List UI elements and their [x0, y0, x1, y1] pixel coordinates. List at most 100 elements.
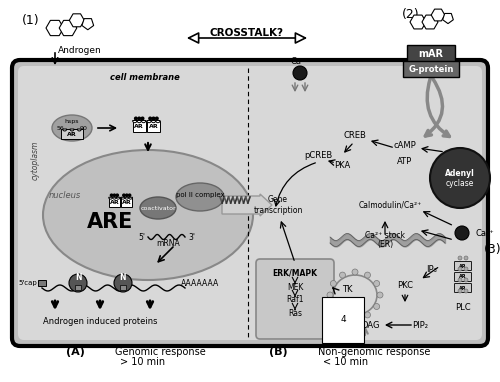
Circle shape	[123, 194, 125, 196]
Text: (3): (3)	[484, 243, 500, 256]
Wedge shape	[125, 197, 128, 199]
Circle shape	[330, 280, 336, 286]
FancyBboxPatch shape	[454, 283, 471, 293]
Circle shape	[293, 66, 307, 80]
Text: G-protein: G-protein	[408, 65, 454, 73]
Bar	[61, 129, 83, 139]
Circle shape	[464, 267, 468, 271]
Text: (2): (2)	[402, 8, 419, 21]
Bar	[132, 120, 146, 131]
Circle shape	[464, 289, 468, 293]
Text: Ras: Ras	[288, 309, 302, 317]
Polygon shape	[59, 20, 77, 36]
Text: cytoplasm: cytoplasm	[30, 140, 40, 180]
Text: ERK/MAPK: ERK/MAPK	[272, 269, 318, 277]
Text: Ca²⁺: Ca²⁺	[290, 58, 310, 66]
Text: Androgen: Androgen	[58, 46, 102, 55]
Bar	[75, 285, 81, 290]
Text: mAR: mAR	[418, 49, 444, 59]
Polygon shape	[46, 20, 64, 36]
Text: AR: AR	[67, 133, 77, 138]
Wedge shape	[121, 197, 125, 199]
FancyBboxPatch shape	[454, 272, 471, 282]
Text: N: N	[75, 274, 81, 283]
Text: 5'cap: 5'cap	[18, 280, 37, 286]
Text: > 10 min: > 10 min	[120, 357, 165, 367]
Text: < 10 min: < 10 min	[323, 357, 368, 367]
Bar	[38, 280, 46, 286]
Circle shape	[374, 304, 380, 309]
Text: PKC: PKC	[397, 280, 413, 290]
Circle shape	[364, 272, 370, 278]
Text: AR: AR	[148, 125, 158, 129]
Wedge shape	[152, 120, 156, 123]
FancyBboxPatch shape	[18, 66, 482, 340]
Text: pCREB: pCREB	[304, 151, 332, 160]
Text: DAG: DAG	[361, 320, 380, 330]
Wedge shape	[142, 120, 146, 123]
Circle shape	[352, 315, 358, 321]
Text: TK: TK	[342, 285, 352, 293]
Circle shape	[340, 272, 345, 278]
Circle shape	[114, 194, 116, 196]
Circle shape	[128, 194, 130, 196]
Text: pol II complex: pol II complex	[176, 192, 224, 198]
Text: Calmodulin/Ca²⁺: Calmodulin/Ca²⁺	[358, 201, 422, 209]
Text: cAMP: cAMP	[394, 141, 416, 149]
Text: Non-genomic response: Non-genomic response	[318, 347, 430, 357]
Text: CROSSTALK?: CROSSTALK?	[210, 28, 284, 38]
Text: (A): (A)	[66, 347, 84, 357]
Wedge shape	[78, 129, 82, 131]
Circle shape	[126, 194, 128, 196]
Text: AR: AR	[134, 125, 144, 129]
Circle shape	[327, 292, 333, 298]
Wedge shape	[128, 197, 132, 199]
Text: (ER): (ER)	[377, 241, 393, 249]
Ellipse shape	[43, 150, 253, 280]
FancyBboxPatch shape	[403, 61, 459, 77]
Text: cell membrane: cell membrane	[110, 73, 180, 83]
Polygon shape	[82, 19, 94, 30]
Text: 90: 90	[80, 126, 88, 131]
Circle shape	[458, 267, 462, 271]
Wedge shape	[156, 120, 160, 123]
Circle shape	[134, 117, 137, 120]
Text: Ca²⁺: Ca²⁺	[475, 228, 494, 238]
Wedge shape	[147, 120, 152, 123]
Text: PIP₂: PIP₂	[412, 320, 428, 330]
Circle shape	[377, 292, 383, 298]
Polygon shape	[422, 15, 438, 29]
Text: 56: 56	[56, 126, 64, 131]
Wedge shape	[108, 197, 112, 199]
Circle shape	[156, 117, 158, 120]
Text: PKA: PKA	[334, 160, 350, 170]
Ellipse shape	[333, 275, 377, 315]
Text: Genomic response: Genomic response	[115, 347, 206, 357]
Wedge shape	[62, 129, 66, 131]
Circle shape	[464, 278, 468, 282]
Text: AR: AR	[459, 264, 467, 269]
Text: AAAAAAA: AAAAAAA	[181, 278, 219, 288]
Circle shape	[455, 226, 469, 240]
Ellipse shape	[52, 115, 92, 141]
Text: ARE: ARE	[87, 212, 133, 232]
Circle shape	[110, 194, 112, 196]
Wedge shape	[116, 197, 120, 199]
Bar	[108, 197, 120, 207]
Text: SH₂: SH₂	[350, 298, 366, 306]
Circle shape	[69, 274, 87, 292]
FancyBboxPatch shape	[407, 45, 455, 63]
Text: hsps: hsps	[65, 120, 79, 125]
Text: AR: AR	[122, 201, 132, 206]
Circle shape	[430, 148, 490, 208]
Polygon shape	[431, 9, 445, 21]
Circle shape	[141, 117, 144, 120]
Circle shape	[138, 117, 140, 120]
FancyBboxPatch shape	[454, 262, 471, 270]
Ellipse shape	[176, 183, 224, 211]
Text: ATP: ATP	[398, 157, 412, 167]
FancyBboxPatch shape	[256, 259, 334, 339]
Circle shape	[116, 194, 118, 196]
Wedge shape	[112, 197, 116, 199]
Text: IP₃: IP₃	[426, 265, 438, 275]
